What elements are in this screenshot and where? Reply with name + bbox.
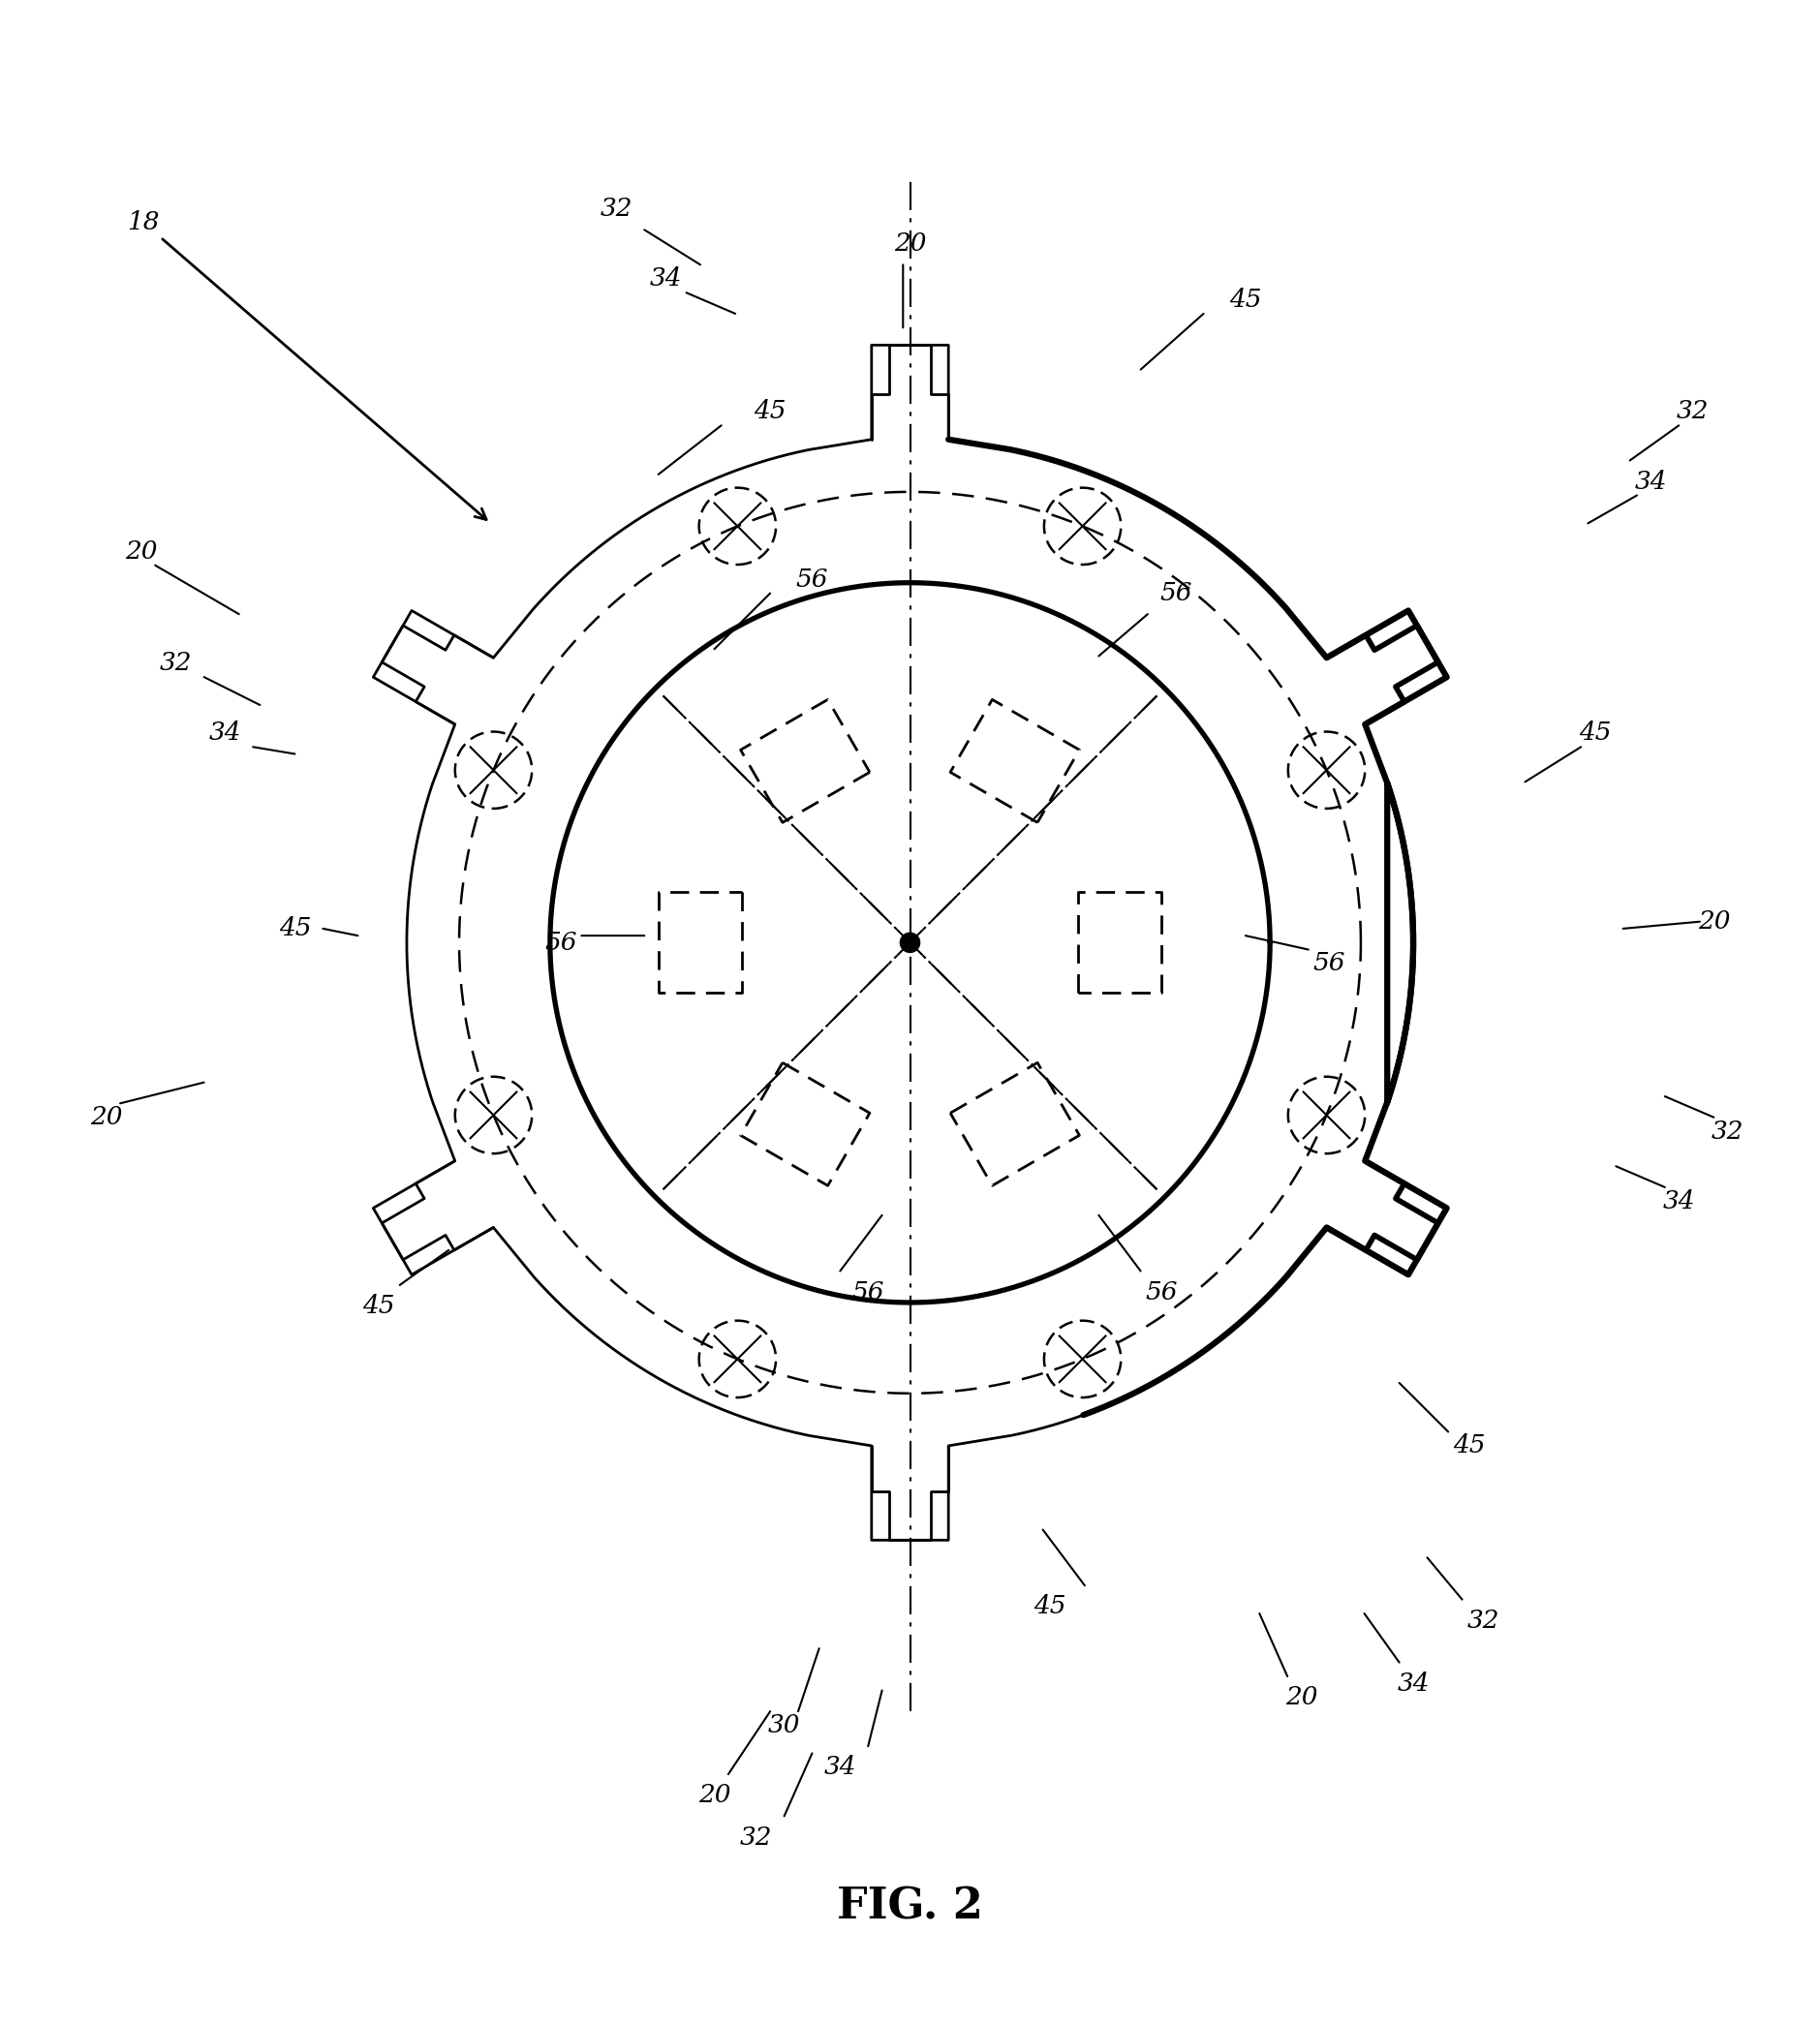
Text: 45: 45 [1578,721,1611,745]
Text: FIG. 2: FIG. 2 [837,1885,983,1928]
Text: 45: 45 [278,917,311,942]
Text: 30: 30 [768,1713,801,1737]
Text: 32: 32 [601,196,633,221]
Text: 18: 18 [127,211,486,520]
Text: 32: 32 [1711,1120,1744,1144]
Text: 34: 34 [1634,470,1667,494]
Text: 56: 56 [1314,952,1345,976]
Text: 32: 32 [741,1825,772,1849]
Text: 56: 56 [852,1280,885,1304]
Text: 56: 56 [795,567,828,591]
Text: 45: 45 [1452,1434,1485,1458]
Text: 20: 20 [894,231,926,255]
Text: 34: 34 [209,721,242,745]
Text: 34: 34 [1398,1671,1429,1695]
Text: 45: 45 [1228,288,1261,312]
Text: 34: 34 [1663,1189,1694,1213]
Text: 20: 20 [89,1106,122,1130]
Text: 45: 45 [753,399,786,423]
Text: 56: 56 [1159,581,1192,605]
Text: 20: 20 [1698,909,1731,934]
Text: 56: 56 [1145,1280,1178,1304]
Text: 20: 20 [699,1784,730,1808]
Text: 20: 20 [126,539,157,563]
Circle shape [901,934,919,952]
Text: 56: 56 [544,932,577,954]
Text: 45: 45 [1034,1594,1067,1618]
Text: 34: 34 [824,1756,857,1780]
Text: 45: 45 [362,1294,395,1318]
Text: 32: 32 [1676,399,1709,423]
Text: 32: 32 [160,650,193,674]
Text: 34: 34 [650,267,681,292]
Text: 32: 32 [1467,1608,1500,1632]
Text: 20: 20 [1285,1685,1318,1709]
